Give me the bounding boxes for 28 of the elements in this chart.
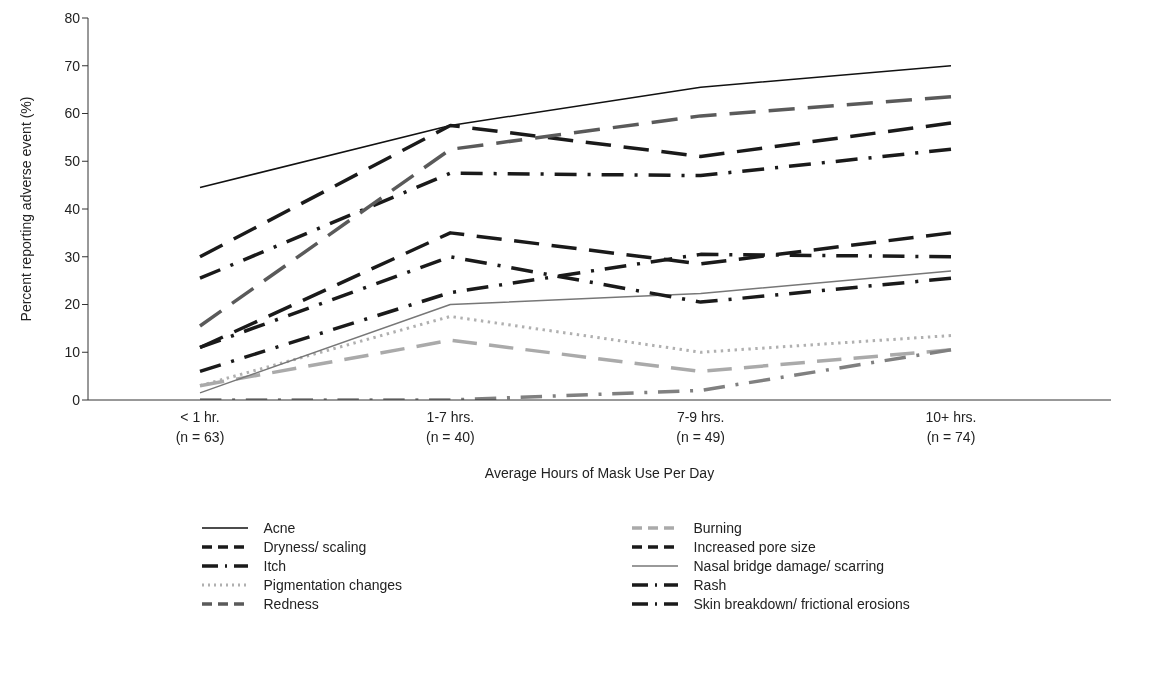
- legend-label: Increased pore size: [693, 538, 816, 555]
- y-tick-label: 30: [64, 248, 81, 265]
- line-series: [198, 147, 953, 280]
- y-tick-label: 50: [64, 153, 81, 170]
- x-tick-label: 7-9 hrs. (n = 49): [676, 409, 725, 445]
- line-series: [199, 270, 952, 394]
- y-tick-label: 40: [64, 200, 81, 217]
- legend-label: Itch: [263, 557, 287, 574]
- legend-label: Acne: [263, 519, 296, 536]
- legend-label: Pigmentation changes: [263, 576, 403, 593]
- legend-label: Skin breakdown/ frictional erosions: [693, 595, 910, 612]
- legend-label: Nasal bridge damage/ scarring: [693, 557, 885, 574]
- y-tick-label: 10: [64, 344, 81, 361]
- y-axis-title: Percent reporting adverse event (%): [17, 96, 34, 322]
- x-tick-label: < 1 hr. (n = 63): [175, 409, 225, 445]
- legend-label: Dryness/ scaling: [263, 538, 367, 555]
- y-tick-label: 70: [64, 57, 81, 74]
- line-series: [198, 95, 953, 328]
- y-tick-label: 60: [64, 105, 81, 122]
- legend-label: Redness: [263, 595, 319, 612]
- y-tick-label: 0: [72, 391, 81, 408]
- x-tick-label: 1-7 hrs. (n = 40): [426, 409, 475, 445]
- x-axis-title: Average Hours of Mask Use Per Day: [484, 465, 715, 481]
- y-tick-label: 20: [64, 296, 81, 313]
- y-tick-label: 80: [64, 9, 81, 26]
- legend-label: Burning: [693, 519, 742, 536]
- x-tick-label: 10+ hrs. (n = 74): [925, 409, 977, 445]
- legend-label: Rash: [693, 576, 727, 593]
